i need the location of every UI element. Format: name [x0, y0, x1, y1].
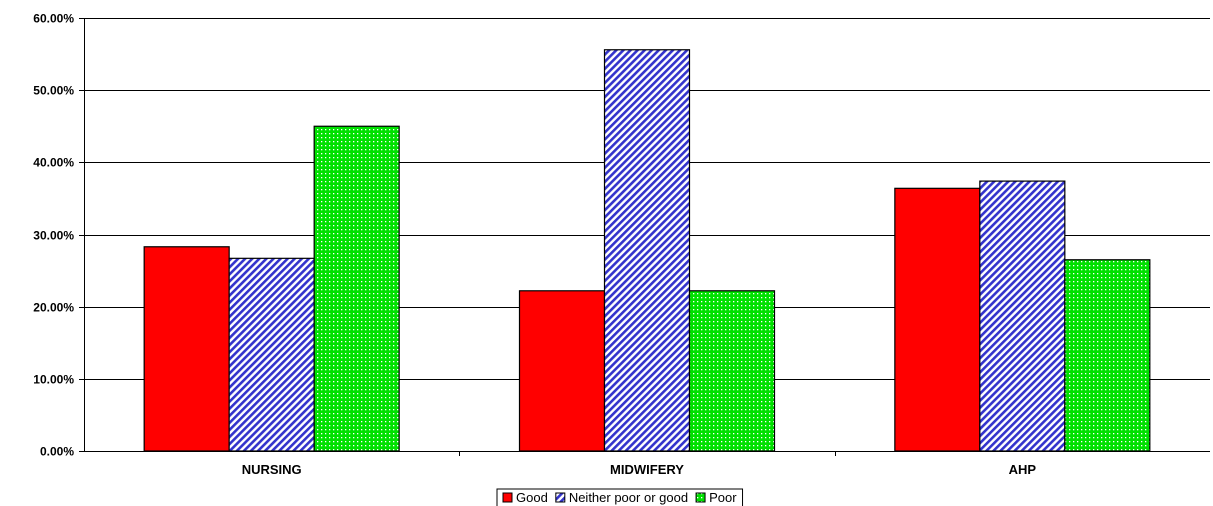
bar-nursing-neither-poor-or-good — [228, 257, 315, 452]
legend-label: Poor — [709, 490, 737, 505]
bar-nursing-good — [143, 246, 230, 452]
bar-midwifery-poor — [688, 290, 776, 452]
y-tick-label: 0.00% — [40, 445, 74, 459]
y-tick-label: 30.00% — [33, 229, 74, 243]
legend-swatch — [555, 492, 566, 503]
bar-ahp-neither-poor-or-good — [979, 180, 1066, 452]
bar-nursing-poor — [313, 125, 400, 452]
y-tick-label: 60.00% — [33, 12, 74, 26]
legend-label: Good — [516, 490, 548, 505]
y-tick-label: 40.00% — [33, 156, 74, 170]
y-axis-ticks: 0.00% 10.00% 20.00% 30.00% 40.00% 50.00% 60.00… — [33, 12, 84, 459]
legend: Good Neither poor or good Poor — [496, 488, 744, 506]
legend-swatch — [502, 492, 513, 503]
y-tick-label: 10.00% — [33, 373, 74, 387]
bar-midwifery-neither-poor-or-good — [603, 49, 691, 452]
x-category-label: NURSING — [242, 462, 302, 477]
y-tick-label: 20.00% — [33, 301, 74, 315]
legend-swatch — [695, 492, 706, 503]
axes — [84, 18, 1210, 456]
bars — [143, 49, 1151, 452]
bar-ahp-poor — [1064, 259, 1151, 452]
x-category-label: AHP — [1009, 462, 1037, 477]
legend-label: Neither poor or good — [569, 490, 688, 505]
bar-ahp-good — [894, 187, 981, 452]
x-axis-labels: NURSING MIDWIFERY AHP — [242, 462, 1037, 477]
x-category-label: MIDWIFERY — [610, 462, 684, 477]
y-tick-label: 50.00% — [33, 84, 74, 98]
bar-midwifery-good — [518, 290, 606, 452]
